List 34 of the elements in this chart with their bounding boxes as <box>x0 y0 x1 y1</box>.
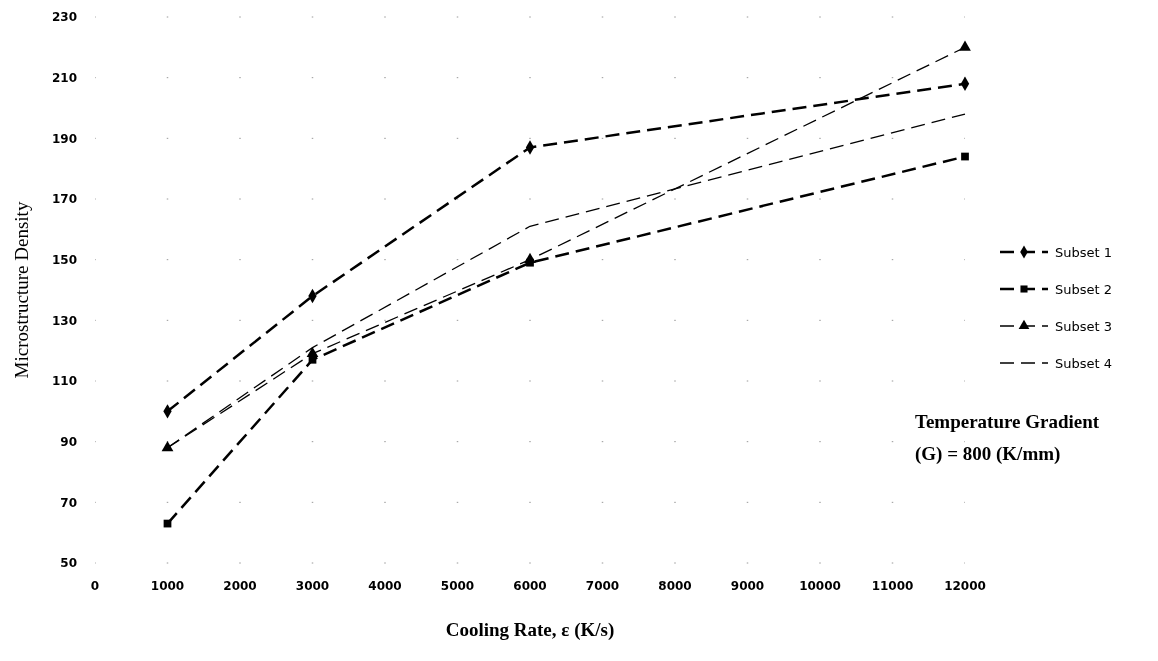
y-tick-label: 50 <box>60 556 77 571</box>
legend-label: Subset 3 <box>1055 318 1113 334</box>
x-tick-label: 11000 <box>871 579 914 593</box>
x-tick-label: 3000 <box>295 579 330 593</box>
y-tick-label: 90 <box>60 434 77 449</box>
x-tick-label: 8000 <box>658 579 692 593</box>
point <box>524 252 536 264</box>
x-tick-label: 4000 <box>368 579 402 593</box>
legend-label: Subset 2 <box>1055 281 1113 297</box>
x-tick-label: 10000 <box>799 579 841 593</box>
x-tick-label: 9000 <box>730 579 765 593</box>
y-tick-label: 110 <box>51 374 77 389</box>
y-tick-label: 130 <box>51 313 77 328</box>
point <box>161 440 174 452</box>
y-tick-label: 210 <box>51 70 77 85</box>
y-tick-label: 70 <box>60 495 77 510</box>
point <box>959 40 971 51</box>
legend-label: Subset 4 <box>1055 355 1113 371</box>
x-tick-label: 2000 <box>223 579 257 593</box>
y-tick-label: 150 <box>51 252 77 267</box>
y-axis-title: Microstructure Density <box>11 201 32 379</box>
annotation: Temperature Gradient (G) = 800 (K/mm) <box>915 411 1100 465</box>
y-tick-label: 190 <box>51 131 77 146</box>
legend-label: Subset 1 <box>1055 244 1113 260</box>
x-tick-label: 1000 <box>150 579 185 593</box>
x-axis-title: Cooling Rate, ε (K/s) <box>445 619 615 641</box>
y-tick-label: 230 <box>51 10 77 25</box>
x-tick-label: 6000 <box>513 579 547 593</box>
x-tick-label: 12000 <box>944 579 986 593</box>
x-tick-label: 7000 <box>585 579 620 593</box>
x-tick-label: 0 <box>90 579 100 593</box>
point <box>961 152 969 161</box>
x-tick-label: 5000 <box>440 579 475 593</box>
y-tick-label: 170 <box>51 192 77 207</box>
